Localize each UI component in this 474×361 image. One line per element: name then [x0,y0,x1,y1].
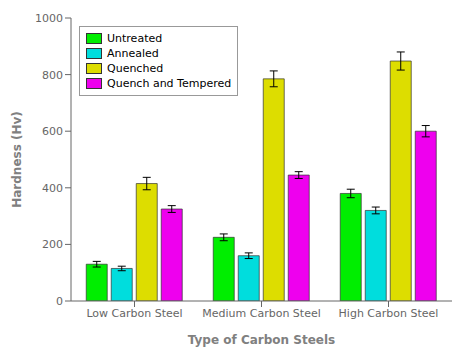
svg-text:800: 800 [42,69,63,82]
svg-text:Low Carbon Steel: Low Carbon Steel [86,307,182,320]
svg-text:400: 400 [42,182,63,195]
html-text:Quench and Tempered: Quench and Tempered [107,77,232,90]
html-text:Annealed: Annealed [107,47,159,60]
svg-text:Hardness (Hv): Hardness (Hv) [10,111,24,208]
html-text:Quenched: Quenched [107,62,164,75]
html-text:Untreated: Untreated [107,32,163,45]
svg-text:High Carbon Steel: High Carbon Steel [339,307,439,320]
svg-text:600: 600 [42,125,63,138]
svg-text:Type of Carbon Steels: Type of Carbon Steels [188,333,335,347]
svg-text:200: 200 [42,238,63,251]
svg-text:Medium Carbon Steel: Medium Carbon Steel [202,307,321,320]
svg-text:0: 0 [56,295,63,308]
svg-text:1000: 1000 [35,12,63,25]
